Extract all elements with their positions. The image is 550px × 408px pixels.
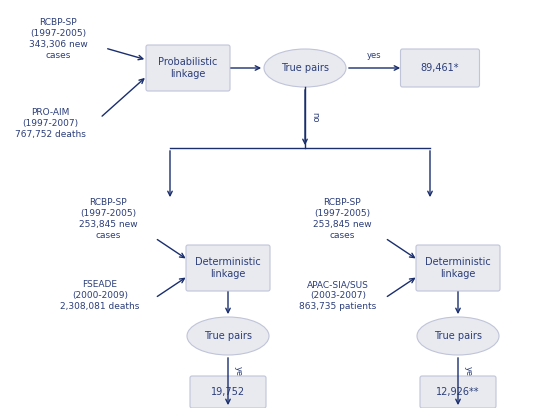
FancyBboxPatch shape <box>400 49 480 87</box>
Text: FSEADE
(2000-2009)
2,308,081 deaths: FSEADE (2000-2009) 2,308,081 deaths <box>60 280 140 311</box>
Text: RCBP-SP
(1997-2005)
343,306 new
cases: RCBP-SP (1997-2005) 343,306 new cases <box>29 18 87 60</box>
Text: yes: yes <box>464 366 473 380</box>
Text: Deterministic
linkage: Deterministic linkage <box>195 257 261 279</box>
FancyBboxPatch shape <box>420 376 496 408</box>
Text: RCBP-SP
(1997-2005)
253,845 new
cases: RCBP-SP (1997-2005) 253,845 new cases <box>313 198 371 240</box>
Text: no: no <box>310 112 319 123</box>
Ellipse shape <box>417 317 499 355</box>
Text: yes: yes <box>234 366 243 380</box>
FancyBboxPatch shape <box>190 376 266 408</box>
FancyBboxPatch shape <box>186 245 270 291</box>
FancyBboxPatch shape <box>416 245 500 291</box>
Text: PRO-AIM
(1997-2007)
767,752 deaths: PRO-AIM (1997-2007) 767,752 deaths <box>14 108 85 139</box>
Text: APAC-SIA/SUS
(2003-2007)
863,735 patients: APAC-SIA/SUS (2003-2007) 863,735 patient… <box>299 280 377 311</box>
Ellipse shape <box>264 49 346 87</box>
Text: 89,461*: 89,461* <box>421 63 459 73</box>
Text: yes: yes <box>367 51 382 60</box>
Text: True pairs: True pairs <box>281 63 329 73</box>
Ellipse shape <box>187 317 269 355</box>
Text: Deterministic
linkage: Deterministic linkage <box>425 257 491 279</box>
Text: True pairs: True pairs <box>204 331 252 341</box>
Text: Probabilistic
linkage: Probabilistic linkage <box>158 57 218 79</box>
Text: RCBP-SP
(1997-2005)
253,845 new
cases: RCBP-SP (1997-2005) 253,845 new cases <box>79 198 138 240</box>
FancyBboxPatch shape <box>146 45 230 91</box>
Text: 19,752: 19,752 <box>211 387 245 397</box>
Text: 12,926**: 12,926** <box>436 387 480 397</box>
Text: True pairs: True pairs <box>434 331 482 341</box>
